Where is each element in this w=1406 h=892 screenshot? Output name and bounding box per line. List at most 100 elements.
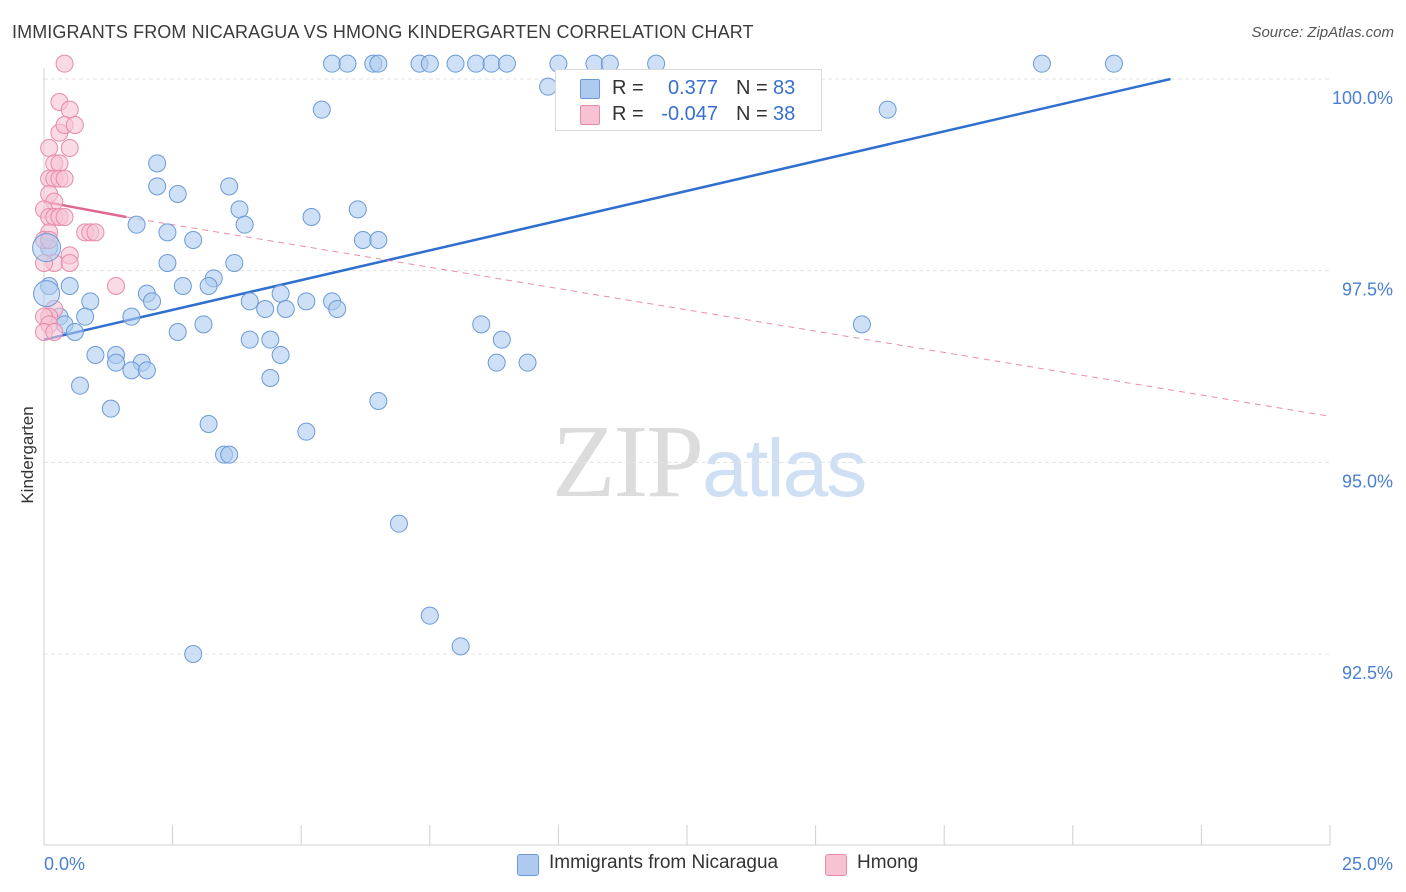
data-point-nicaragua — [878, 100, 897, 119]
y-tick-label: 100.0% — [1332, 88, 1393, 108]
data-point-nicaragua — [323, 54, 342, 73]
legend-n-value: 83 — [773, 77, 796, 99]
data-point-nicaragua — [297, 422, 316, 441]
series-swatch-nicaragua — [517, 854, 539, 876]
data-point-nicaragua — [852, 315, 871, 334]
data-point-hmong — [65, 116, 84, 134]
data-point-nicaragua — [33, 280, 61, 308]
data-point-nicaragua — [137, 361, 156, 380]
data-point-nicaragua — [276, 300, 295, 318]
data-point-nicaragua — [482, 54, 501, 73]
data-point-hmong — [55, 208, 74, 226]
data-point-nicaragua — [240, 330, 259, 349]
data-point-nicaragua — [328, 300, 347, 318]
data-point-nicaragua — [492, 330, 511, 349]
data-point-nicaragua — [297, 292, 316, 311]
grid-layer — [44, 78, 1330, 655]
data-point-nicaragua — [122, 307, 141, 326]
data-point-nicaragua — [312, 100, 331, 119]
series-swatch-hmong — [825, 854, 847, 876]
data-point-nicaragua — [184, 231, 203, 249]
data-point-nicaragua — [497, 54, 516, 73]
watermark: ZIPatlas — [552, 402, 867, 521]
data-point-hmong — [55, 169, 74, 188]
data-point-hmong — [60, 254, 79, 272]
data-point-nicaragua — [168, 323, 187, 341]
legend-r-value: -0.047 — [661, 103, 718, 125]
trend-line-extension-hmong — [126, 216, 1331, 417]
data-point-nicaragua — [86, 346, 105, 364]
data-point-hmong — [107, 277, 126, 295]
data-point-nicaragua — [101, 399, 120, 418]
data-point-nicaragua — [1032, 54, 1051, 73]
data-point-hmong — [50, 154, 69, 173]
data-point-nicaragua — [446, 54, 465, 73]
data-point-nicaragua — [65, 323, 84, 341]
data-point-nicaragua — [518, 353, 537, 372]
data-point-nicaragua — [173, 277, 192, 295]
data-point-nicaragua — [194, 315, 213, 334]
data-point-nicaragua — [225, 254, 244, 272]
data-point-hmong — [60, 139, 79, 157]
data-point-nicaragua — [369, 54, 388, 73]
legend-r-label: R = — [612, 103, 644, 125]
data-point-nicaragua — [158, 223, 177, 242]
y-tick-label: 92.5% — [1342, 663, 1393, 683]
data-point-nicaragua — [220, 177, 239, 196]
data-point-nicaragua — [271, 346, 290, 364]
legend-n-label: N = — [736, 103, 768, 125]
legend-swatch-nicaragua — [580, 79, 600, 99]
data-point-nicaragua — [271, 284, 290, 303]
data-point-nicaragua — [420, 606, 439, 625]
data-point-nicaragua — [107, 353, 126, 372]
series-label-nicaragua: Immigrants from Nicaragua — [549, 852, 779, 873]
data-point-nicaragua — [32, 233, 62, 263]
data-point-nicaragua — [81, 292, 100, 311]
legend-r-label: R = — [612, 77, 644, 99]
label-layer: 100.0% 97.5% 95.0% 92.5% 0.0% 25.0% Kindergart… — [18, 88, 1393, 874]
source-label: Source: ZipAtlas.com — [1251, 24, 1394, 41]
stats-legend: R = 0.377 N = 83 R = -0.047 N = 38 — [555, 69, 822, 131]
data-point-nicaragua — [261, 369, 280, 387]
data-point-hmong — [60, 100, 79, 119]
x-tick-label: 25.0% — [1342, 854, 1393, 874]
x-tick-label: 0.0% — [44, 854, 85, 874]
legend-row-hmong: R = -0.047 N = 38 — [556, 101, 821, 127]
data-point-nicaragua — [451, 637, 470, 656]
data-point-nicaragua — [220, 445, 239, 464]
data-point-nicaragua — [1104, 54, 1123, 73]
watermark-atlas: atlas — [702, 423, 867, 514]
y-axis-label: Kindergarten — [18, 406, 37, 503]
data-point-nicaragua — [184, 645, 203, 663]
data-point-nicaragua — [338, 54, 357, 73]
data-point-nicaragua — [235, 215, 254, 234]
data-point-nicaragua — [467, 54, 486, 73]
data-point-hmong — [45, 323, 64, 341]
data-point-nicaragua — [60, 277, 79, 295]
legend-n-label: N = — [736, 77, 768, 99]
series-legend: Immigrants from Nicaragua Hmong — [0, 852, 1406, 880]
data-point-nicaragua — [261, 330, 280, 349]
data-point-nicaragua — [348, 200, 367, 219]
watermark-zip: ZIP — [552, 404, 704, 519]
data-point-nicaragua — [71, 376, 90, 395]
legend-r-value: 0.377 — [667, 77, 718, 99]
data-point-nicaragua — [168, 185, 187, 203]
data-point-nicaragua — [199, 277, 218, 295]
data-point-nicaragua — [148, 177, 167, 196]
data-point-nicaragua — [353, 231, 372, 249]
data-point-hmong — [55, 54, 74, 73]
data-point-hmong — [40, 139, 59, 157]
data-point-nicaragua — [143, 292, 162, 311]
data-point-nicaragua — [302, 208, 321, 226]
data-point-nicaragua — [158, 254, 177, 272]
legend-swatch-hmong — [580, 105, 600, 125]
data-point-nicaragua — [389, 514, 408, 533]
data-point-nicaragua — [127, 215, 146, 234]
chart-title: IMMIGRANTS FROM NICARAGUA VS HMONG KINDE… — [12, 22, 754, 42]
point-layer — [32, 54, 1123, 663]
legend-n-value: 38 — [773, 103, 796, 125]
data-point-nicaragua — [230, 200, 249, 219]
data-point-nicaragua — [122, 361, 141, 380]
